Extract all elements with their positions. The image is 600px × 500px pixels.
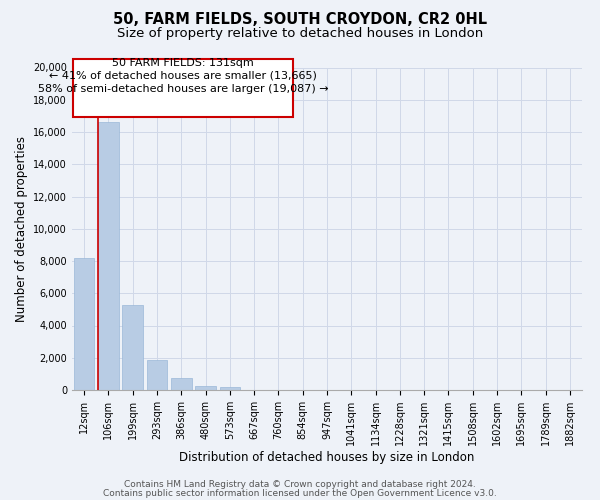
Bar: [146, 360, 167, 390]
Text: Size of property relative to detached houses in London: Size of property relative to detached ho…: [117, 28, 483, 40]
Bar: [171, 378, 191, 390]
Bar: [98, 122, 119, 390]
X-axis label: Distribution of detached houses by size in London: Distribution of detached houses by size …: [179, 451, 475, 464]
Text: ← 41% of detached houses are smaller (13,665): ← 41% of detached houses are smaller (13…: [49, 70, 317, 81]
Text: Contains HM Land Registry data © Crown copyright and database right 2024.: Contains HM Land Registry data © Crown c…: [124, 480, 476, 489]
Bar: [122, 304, 143, 390]
Y-axis label: Number of detached properties: Number of detached properties: [15, 136, 28, 322]
Bar: [74, 258, 94, 390]
Text: 50 FARM FIELDS: 131sqm: 50 FARM FIELDS: 131sqm: [112, 58, 254, 68]
Text: Contains public sector information licensed under the Open Government Licence v3: Contains public sector information licen…: [103, 488, 497, 498]
FancyBboxPatch shape: [73, 60, 293, 118]
Text: 58% of semi-detached houses are larger (19,087) →: 58% of semi-detached houses are larger (…: [38, 84, 328, 94]
Text: 50, FARM FIELDS, SOUTH CROYDON, CR2 0HL: 50, FARM FIELDS, SOUTH CROYDON, CR2 0HL: [113, 12, 487, 28]
Bar: [195, 386, 216, 390]
Bar: [220, 387, 240, 390]
